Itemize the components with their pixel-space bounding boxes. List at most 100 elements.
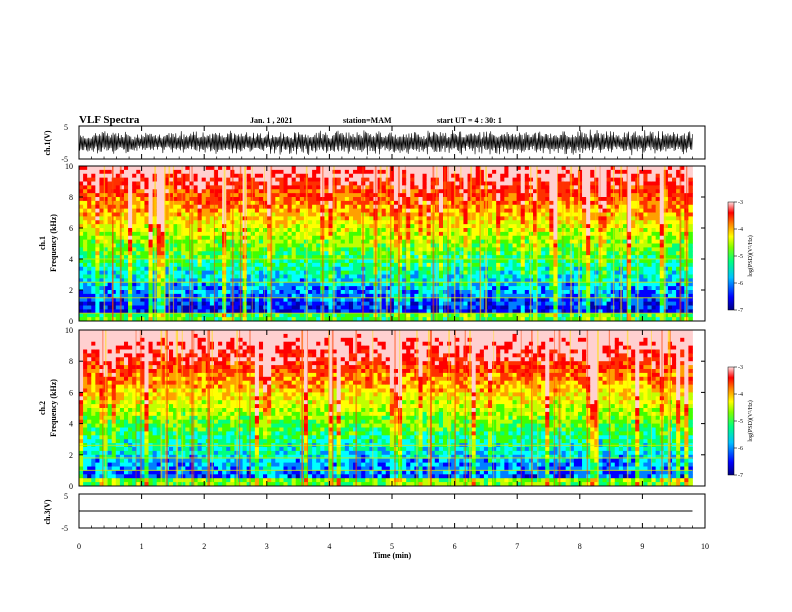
ch1-spectrogram-cell — [181, 231, 186, 237]
ch1-spectrogram-cell — [475, 282, 481, 287]
ch1-spectrogram-cell — [111, 309, 117, 314]
ch1-spectrogram-cell — [279, 293, 284, 299]
ch1-spectrogram-cell — [353, 262, 358, 268]
ch1-spectrogram-cell — [365, 317, 370, 322]
ch1-spectrogram-cell — [332, 309, 338, 314]
ch1-spectrogram-cell — [226, 243, 231, 248]
ch1-spectrogram-cell — [541, 231, 546, 237]
ch1-spectrogram-cell — [561, 200, 567, 206]
ch1-spectrogram-cell — [577, 286, 583, 291]
ch1-spectrogram-cell — [455, 278, 460, 283]
ch1-spectrogram-cell — [524, 293, 530, 299]
ch1-spectrogram-cell — [193, 231, 199, 237]
ch1-spectrogram-cell — [385, 220, 391, 225]
ch1-spectrogram-cell — [344, 231, 350, 237]
ch1-spectrogram-cell — [234, 212, 239, 217]
ch1-spectrogram-cell — [422, 286, 428, 291]
ch1-spectrogram-cell — [148, 208, 154, 213]
ch1-spectrogram-cell — [312, 247, 317, 252]
ch1-spectrogram-cell — [209, 231, 215, 237]
ch1-spectrogram-cell — [308, 305, 313, 310]
ch1-spectrogram-cell — [504, 200, 509, 206]
ch1-spectrogram-cell — [524, 290, 530, 295]
ch1-spectrogram-cell — [83, 282, 88, 287]
ch1-spectrogram-cell — [160, 270, 166, 275]
ch1-spectrogram-cell — [467, 259, 473, 264]
ch1-spectrogram-cell — [344, 251, 350, 256]
ch1-spectrogram-cell — [295, 305, 301, 310]
ch1-spectrogram-cell — [512, 270, 518, 275]
ch1-spectrogram-cell — [160, 313, 166, 318]
ch1-spectrogram-cell — [410, 293, 415, 299]
ch1-spectrogram-cell — [271, 166, 276, 171]
ch1-spectrogram-cell — [496, 231, 501, 237]
ch1-spectrogram-cell — [128, 228, 133, 233]
ch1-spectrogram-cell — [365, 185, 370, 190]
ch1-spectrogram-cell — [532, 293, 538, 299]
ch1-spectrogram-cell — [553, 166, 558, 171]
ch1-spectrogram-cell — [324, 193, 329, 198]
ch1-spectrogram-cell — [512, 220, 518, 225]
ch1-spectrogram-cell — [332, 297, 338, 303]
ch1-spectrogram-cell — [144, 197, 149, 202]
ch1-spectrogram-cell — [500, 212, 505, 217]
ch1-spectrogram-cell — [344, 212, 350, 217]
ch1-spectrogram-cell — [340, 200, 346, 206]
ch1-spectrogram-cell — [79, 293, 84, 299]
ch1-spectrogram-cell — [520, 189, 526, 194]
ch1-spectrogram-cell — [332, 262, 338, 268]
ch1-spectrogram-cell — [410, 228, 415, 233]
ch1-spectrogram-cell — [107, 189, 113, 194]
ch1-spectrogram-cell — [496, 235, 501, 241]
ch1-spectrogram-cell — [422, 282, 428, 287]
ch1-spectrogram-cell — [582, 177, 587, 182]
ch1-spectrogram-cell — [365, 243, 370, 248]
ch1-spectrogram-cell — [193, 208, 199, 213]
ch1-spectrogram-cell — [115, 274, 121, 279]
ch1-spectrogram-cell — [250, 255, 256, 260]
ch1-spectrogram-cell — [471, 224, 477, 229]
ch1-spectrogram-cell — [246, 274, 252, 279]
ch1-spectrogram-cell — [156, 247, 162, 252]
ch1-spectrogram-cell — [140, 228, 145, 233]
ch1-spectrogram-cell — [177, 173, 182, 179]
ch1-spectrogram-cell — [340, 189, 346, 194]
ch1-spectrogram-cell — [148, 282, 154, 287]
ch1-spectrogram-cell — [119, 317, 125, 322]
ch1-spectrogram-cell — [111, 266, 117, 272]
ch1-spectrogram-cell — [123, 197, 129, 202]
ch1-spectrogram-cell — [340, 239, 346, 244]
ch1-spectrogram-cell — [508, 274, 513, 279]
ch1-spectrogram-cell — [181, 166, 186, 171]
ch1-spectrogram-cell — [398, 173, 403, 179]
ch1-spectrogram-cell — [577, 259, 583, 264]
ch1-spectrogram-cell — [336, 293, 342, 299]
ch1-spectrogram-cell — [532, 169, 538, 175]
ch1-spectrogram-cell — [287, 185, 293, 190]
ch1-spectrogram-cell — [553, 305, 558, 310]
ch1-spectrogram-cell — [201, 266, 207, 272]
ch1-spectrogram-cell — [418, 185, 423, 190]
ch1-spectrogram-cell — [312, 181, 317, 186]
ch1-spectrogram-cell — [504, 189, 509, 194]
ch1-spectrogram-cell — [340, 293, 346, 299]
ch1-spectrogram-cell — [348, 220, 354, 225]
ch1-spectrogram-cell — [582, 290, 587, 295]
ch1-spectrogram-cell — [340, 270, 346, 275]
ch1-spectrogram-cell — [422, 290, 428, 295]
ch1-spectrogram-cell — [144, 278, 149, 283]
ch1-spectrogram-cell — [148, 270, 154, 275]
ch1-spectrogram-cell — [103, 301, 109, 306]
ch1-spectrogram-cell — [532, 251, 538, 256]
ch1-spectrogram-cell — [324, 297, 329, 303]
ch1-spectrogram-cell — [385, 208, 391, 213]
ch1-spectrogram-cell — [234, 216, 239, 221]
ch1-spectrogram-cell — [324, 239, 329, 244]
ch1-spectrogram-cell — [115, 220, 121, 225]
ch1-spectrogram-cell — [148, 243, 154, 248]
ch1-spectrogram-cell — [504, 166, 509, 171]
ch1-spectrogram-cell — [181, 282, 186, 287]
ch1-spectrogram-cell — [475, 259, 481, 264]
ch1-spectrogram-cell — [479, 293, 485, 299]
ch1-spectrogram-cell — [115, 208, 121, 213]
